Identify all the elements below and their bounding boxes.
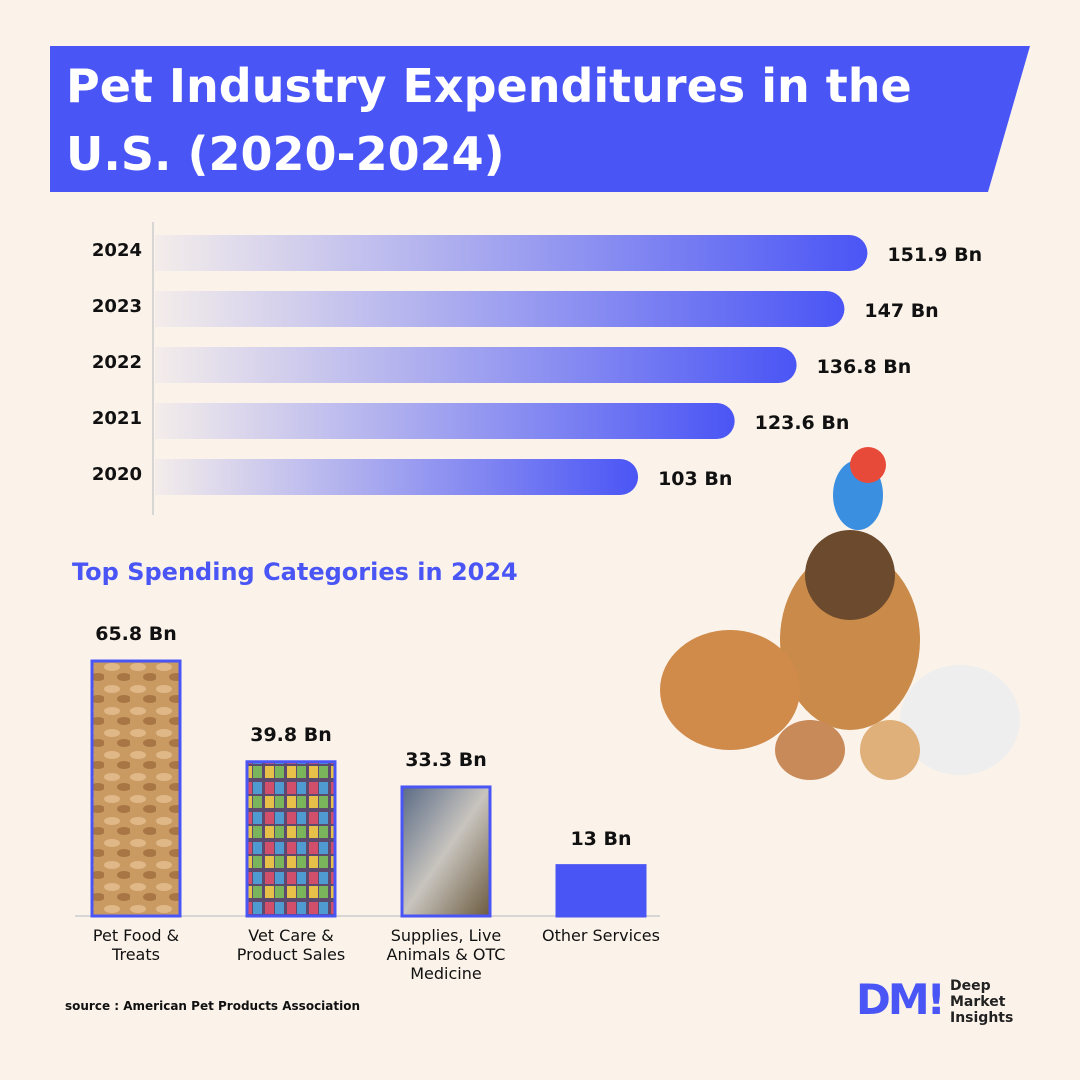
value-label: 123.6 Bn — [754, 412, 850, 434]
value-label: 103 Bn — [658, 468, 733, 490]
title-banner — [50, 46, 1030, 192]
category-label: 2020 — [91, 464, 142, 485]
bar — [90, 659, 182, 918]
category-label: 2022 — [91, 352, 142, 373]
bar — [155, 235, 868, 271]
value-label: 151.9 Bn — [887, 244, 983, 266]
pet-illustration — [660, 447, 1020, 780]
bar — [155, 291, 845, 327]
page-title: Pet Industry Expenditures in the U.S. (2… — [66, 59, 912, 181]
source-note: source : American Pet Products Associati… — [65, 999, 361, 1013]
category-label: 2023 — [91, 296, 142, 317]
category-label: Pet Food & Treats — [92, 926, 180, 964]
value-label: 13 Bn — [570, 827, 632, 850]
category-label: 2024 — [91, 240, 142, 261]
bar — [155, 459, 639, 495]
category-label: Other Services — [542, 926, 660, 945]
bar — [155, 403, 735, 439]
logo-mark: DM! — [856, 975, 946, 1024]
bar — [400, 785, 492, 918]
value-label: 65.8 Bn — [95, 623, 177, 646]
logo-name: Deep Market Insights — [950, 978, 1014, 1026]
value-label: 33.3 Bn — [405, 748, 487, 771]
bar — [245, 760, 337, 918]
category-label: Vet Care & Product Sales — [236, 926, 346, 964]
value-label: 147 Bn — [864, 300, 939, 322]
category-label: 2021 — [91, 408, 142, 429]
value-label: 136.8 Bn — [816, 356, 912, 378]
category-label: Supplies, Live Animals & OTC Medicine — [386, 926, 506, 983]
chart-subtitle: Top Spending Categories in 2024 — [72, 558, 518, 586]
bar — [155, 347, 797, 383]
value-label: 39.8 Bn — [250, 723, 332, 746]
bar — [555, 864, 647, 918]
